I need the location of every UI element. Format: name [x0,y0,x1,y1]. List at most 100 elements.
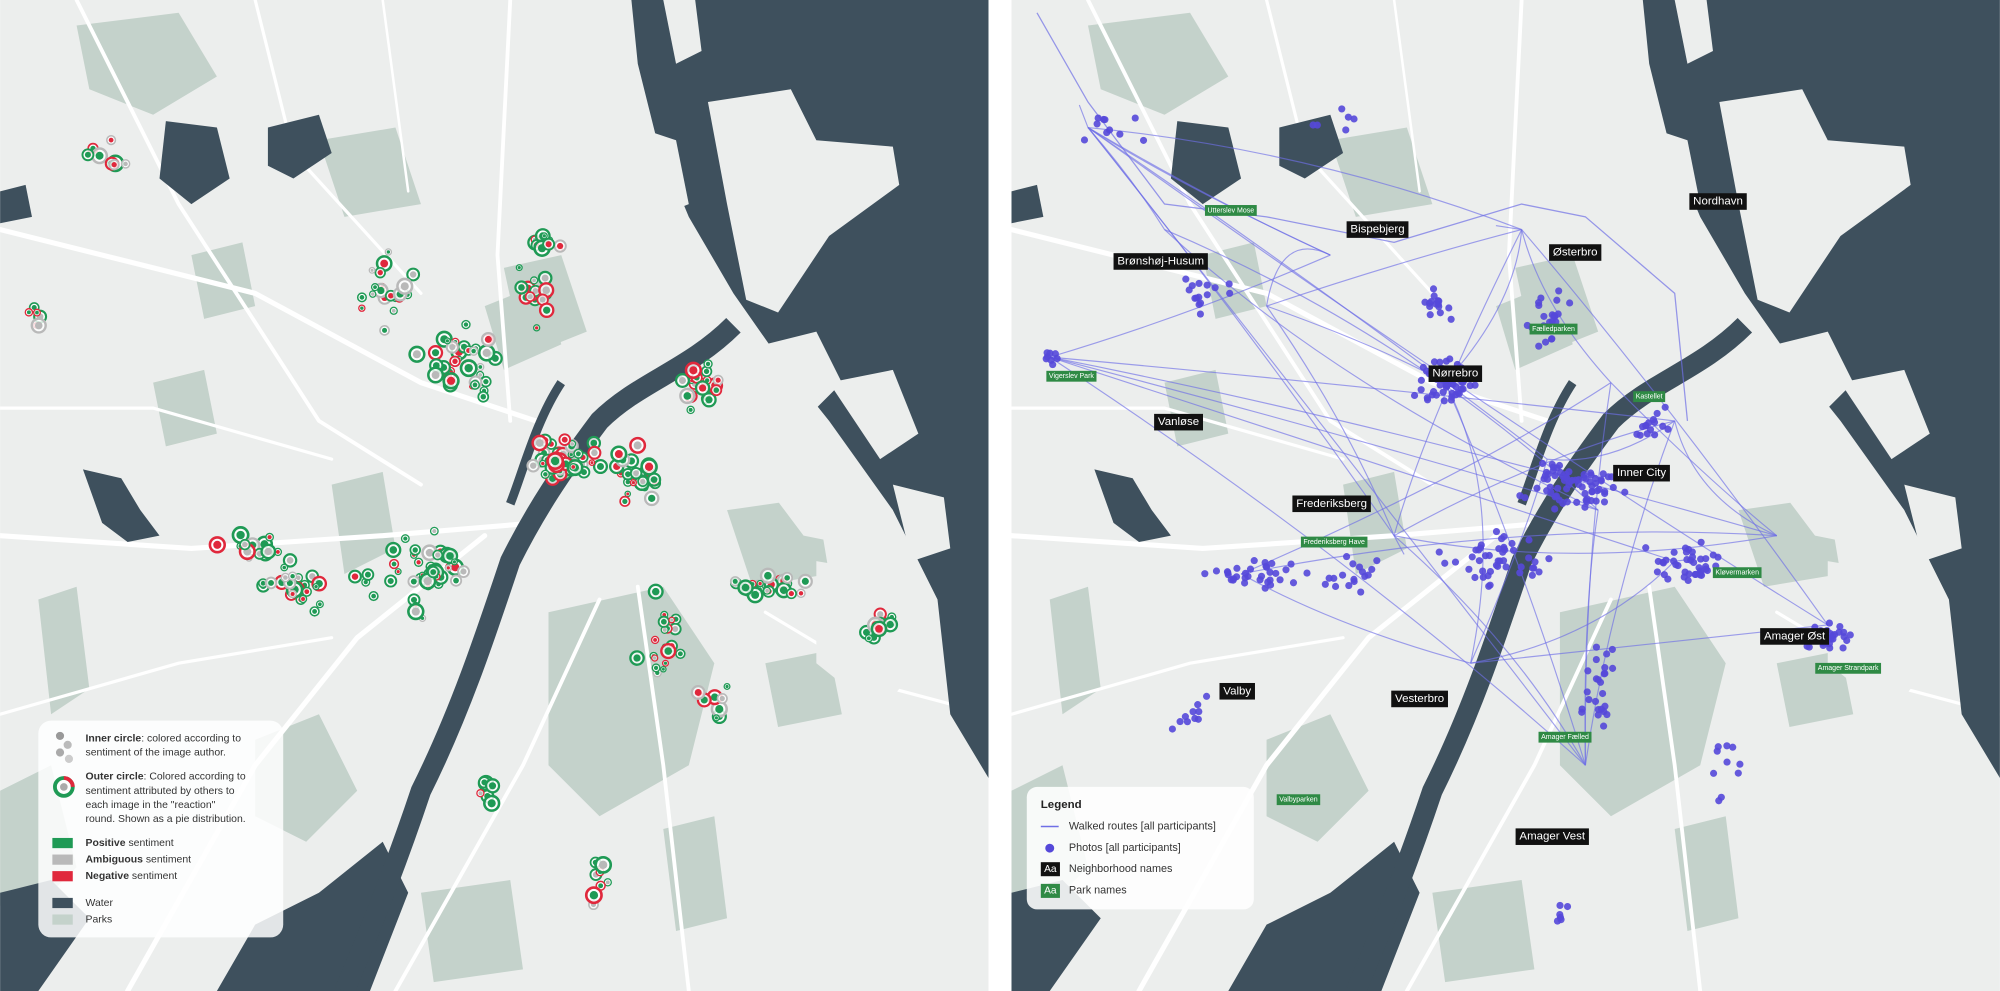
sentiment-inner-circle [430,569,437,575]
sentiment-inner-circle [663,661,668,665]
legend-text: Ambiguous sentiment [86,854,192,865]
photo-dot [1674,562,1682,570]
sentiment-inner-circle [631,481,636,485]
park-label: Utterslev Mose [1208,207,1255,214]
sentiment-inner-circle [575,451,581,457]
left-legend: Inner circle: colored according to sentim… [38,720,284,938]
legend-icon [60,783,68,791]
sentiment-inner-circle [591,449,598,457]
photo-dot [1609,664,1617,672]
route-line [1521,229,1612,384]
photo-dot [1432,300,1440,308]
photo-dot [1581,489,1589,498]
photo-dot [1212,567,1221,575]
photo-dot [1368,565,1376,573]
sentiment-inner-circle [435,552,441,558]
photo-dot [1509,546,1518,554]
photo-dot [1736,760,1744,768]
sentiment-inner-circle [598,883,604,889]
legend-badge: Aa [1044,886,1057,897]
route-line [1547,420,1676,461]
sentiment-inner-circle [590,461,594,465]
photo-dot [1282,566,1290,574]
sentiment-inner-circle [410,578,417,585]
photo-dot [1650,418,1659,426]
photo-dot [1584,667,1592,675]
photo-dot [1043,349,1051,357]
photo-dot [1805,643,1813,651]
neighborhood-label: Vanløse [1158,416,1199,428]
sentiment-inner-circle [34,321,43,330]
neighborhood-label-bg [1515,828,1589,845]
sentiment-inner-circle [664,647,673,655]
neighborhood-label-bg [1549,244,1602,261]
photo-dot [1492,527,1501,536]
route-line [1087,127,1586,766]
photo-dot [1670,557,1678,565]
sentiment-inner-circle [545,241,552,248]
sentiment-inner-circle [570,442,575,446]
photo-dot [1261,584,1269,592]
photo-dot [1268,559,1276,568]
photo-dot [1555,287,1563,295]
legend-badge: Aa [1044,864,1057,875]
sentiment-inner-circle [542,286,551,295]
sentiment-inner-circle [445,339,449,343]
sentiment-inner-circle [359,295,365,300]
photo-dot [1697,555,1705,563]
photo-dot [1826,644,1834,652]
sentiment-inner-circle [571,465,576,469]
sentiment-inner-circle [242,541,248,548]
sentiment-inner-circle [412,350,421,359]
photo-dot [1233,564,1241,572]
sentiment-inner-circle [589,891,599,900]
photo-dot [1350,575,1358,583]
legend-bold: Negative [86,871,130,882]
photo-dot [1339,571,1347,579]
sentiment-inner-circle [360,306,364,310]
photo-dot [1436,309,1444,317]
photo-dot [1594,706,1602,714]
photo-dot [1601,488,1609,496]
photo-dot [1723,742,1731,750]
photo-dot [1592,643,1600,651]
photo-dot [1556,910,1564,919]
right-legend-box [1026,786,1254,910]
photo-dot [1276,576,1284,584]
photo-dot [1168,725,1176,733]
photo-dot [1836,622,1844,631]
photo-dot [1548,317,1556,325]
photo-dot [1338,105,1346,113]
photo-dot [1094,114,1102,122]
photo-dot [1714,553,1722,561]
photo-dot [1609,483,1617,492]
sentiment-inner-circle [605,880,610,885]
photo-dot [1580,470,1588,479]
sentiment-inner-circle [741,583,750,592]
photo-dot [1697,538,1705,546]
photo-dot [1585,695,1593,704]
photo-dot [1331,582,1340,591]
park-label: Frederiksberg Have [1303,539,1365,546]
legend-rest: each image in the "reaction" [86,800,216,811]
sentiment-inner-circle [644,462,654,472]
photo-dot [1429,285,1438,293]
sentiment-inner-circle [487,799,496,808]
photo-dot [1621,488,1629,496]
legend-swatch [52,854,73,865]
route-line [1610,382,1778,537]
photo-dot [1587,497,1595,505]
sentiment-inner-circle [446,566,450,570]
sentiment-inner-circle [286,557,294,564]
photo-dot [1685,570,1693,578]
photo-dot [1575,476,1583,484]
legend-text: Inner circle: colored according to [86,733,242,744]
photo-dot [1357,588,1365,596]
photo-dot [1183,718,1191,726]
sentiment-inner-circle [866,636,871,641]
photo-dot [1690,558,1698,567]
neighborhood-label-bg [1689,193,1747,210]
legend-text: Negative sentiment [86,871,178,882]
